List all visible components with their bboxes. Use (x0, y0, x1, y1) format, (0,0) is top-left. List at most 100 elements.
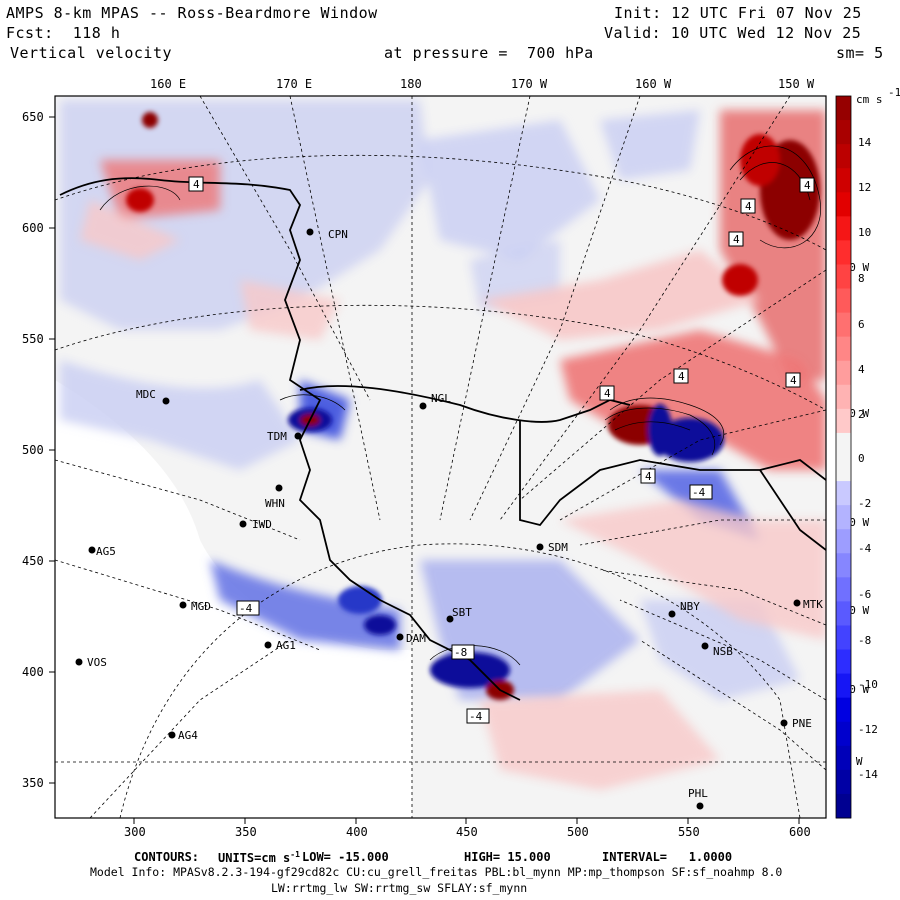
station-label: MTK (803, 598, 823, 611)
contours-high: HIGH= 15.000 (464, 850, 551, 864)
colorbar-swatch (836, 144, 851, 169)
bottom-label: 400 (346, 825, 368, 839)
station-dot (696, 802, 704, 810)
colorbar-tick: -10 (858, 678, 878, 691)
left-label: 350 (22, 776, 44, 790)
colorbar-swatch (836, 288, 851, 314)
colorbar-swatch (836, 384, 851, 410)
station-label: AG1 (276, 639, 296, 652)
colorbar-swatch (836, 336, 851, 362)
contours-interval: INTERVAL= 1.0000 (602, 850, 733, 864)
pressure-level: at pressure = 700 hPa (384, 44, 594, 62)
bottom-label: 550 (678, 825, 700, 839)
station-label: SBT (452, 606, 472, 619)
colorbar-tick: -6 (858, 588, 871, 601)
left-label: 400 (22, 665, 44, 679)
colorbar-tick: 0 (858, 452, 865, 465)
colorbar-tick: 8 (858, 272, 865, 285)
colorbar-swatch (836, 216, 851, 241)
top-label: 150 W (778, 77, 815, 91)
colorbar-swatch (836, 192, 851, 217)
bottom-label: 350 (235, 825, 257, 839)
left-axis-labels: 650 600 550 500 450 400 350 (22, 110, 55, 790)
station-dot (264, 641, 272, 649)
left-label: 550 (22, 332, 44, 346)
colorbar: cm s -1 14 12 10 8 6 4 2 0 -2 -4 -6 -8 -… (835, 86, 900, 819)
contour-box: -4 (469, 710, 483, 723)
station-label: VOS (87, 656, 107, 669)
coastline (59, 177, 826, 701)
plot-area: CPN MDC NGL TDM WHN IWD AG5 SDM MGD NBY … (55, 96, 826, 818)
colorbar-swatch (836, 529, 851, 554)
contour-box: -4 (239, 602, 253, 615)
colorbar-units: cm s (856, 93, 883, 106)
station-dot (275, 484, 283, 492)
stations: CPN MDC NGL TDM WHN IWD AG5 SDM MGD NBY … (75, 228, 823, 810)
contour-box: 4 (678, 370, 685, 383)
station-dot (396, 633, 404, 641)
contours-units-text: UNITS=cm s (218, 851, 291, 865)
colorbar-tick: -12 (858, 723, 878, 736)
contour-box: 4 (645, 470, 652, 483)
map-title: AMPS 8-km MPAS -- Ross-Beardmore Window (6, 4, 378, 22)
contour-box: 4 (193, 178, 200, 191)
colorbar-tick: 10 (858, 226, 871, 239)
colorbar-swatches (836, 96, 851, 819)
bottom-label: 300 (124, 825, 146, 839)
model-info: Model Info: MPASv8.2.3-194-gf29cd82c CU:… (90, 865, 783, 879)
colorbar-swatch (836, 360, 851, 386)
colorbar-frame (835, 95, 852, 819)
left-label: 600 (22, 221, 44, 235)
colorbar-swatch (836, 240, 851, 265)
top-label: 180 (400, 77, 422, 91)
station-label: PHL (688, 787, 708, 800)
colorbar-swatch (836, 96, 851, 121)
left-label: 450 (22, 554, 44, 568)
station-dot (294, 432, 302, 440)
init-time: Init: 12 UTC Fri 07 Nov 25 (614, 4, 862, 22)
station-label: CPN (328, 228, 348, 241)
colorbar-swatch (836, 120, 851, 145)
contour-labels: 4 4 4 4 4 4 4 4 -4 -4 -4 -8 (188, 176, 815, 724)
bottom-label: 450 (456, 825, 478, 839)
bottom-label: 500 (567, 825, 589, 839)
colorbar-swatch (836, 793, 851, 819)
colorbar-tick: 12 (858, 181, 871, 194)
station-label: MDC (136, 388, 156, 401)
plot-frame (54, 95, 827, 819)
top-axis-labels: 160 E 170 E 180 170 W 160 W 150 W (150, 77, 815, 91)
colorbar-swatch (836, 432, 851, 458)
colorbar-swatch (836, 408, 851, 434)
graticule (55, 96, 826, 818)
colorbar-tick: 2 (858, 408, 865, 421)
colorbar-tick: -14 (858, 768, 878, 781)
left-label: 500 (22, 443, 44, 457)
colorbar-swatch (836, 264, 851, 290)
station-label: DAM (406, 632, 426, 645)
station-dot (793, 599, 801, 607)
colorbar-swatch (836, 601, 851, 626)
station-label: NGL (431, 392, 451, 405)
contour-box: 4 (733, 233, 740, 246)
contours-units-exp: -1 (290, 850, 300, 859)
colorbar-tick: 14 (858, 136, 872, 149)
station-label: AG5 (96, 545, 116, 558)
colorbar-swatch (836, 673, 851, 699)
top-label: 160 W (635, 77, 672, 91)
station-label: TDM (267, 430, 287, 443)
colorbar-swatch (836, 697, 851, 723)
contour-box: -8 (454, 646, 467, 659)
intense-cores (126, 112, 820, 700)
contours-low: LOW= -15.000 (302, 850, 389, 864)
contour-box: -4 (692, 486, 706, 499)
colorbar-swatch (836, 312, 851, 338)
station-dot (701, 642, 709, 650)
station-dot (446, 615, 454, 623)
top-label: 170 W (511, 77, 548, 91)
colorbar-units-exp: -1 (888, 86, 900, 99)
station-dot (306, 228, 314, 236)
contour-box: 4 (804, 179, 811, 192)
blue-shading (60, 100, 800, 700)
bottom-axis-labels: 300 350 400 450 500 550 600 (124, 818, 811, 839)
